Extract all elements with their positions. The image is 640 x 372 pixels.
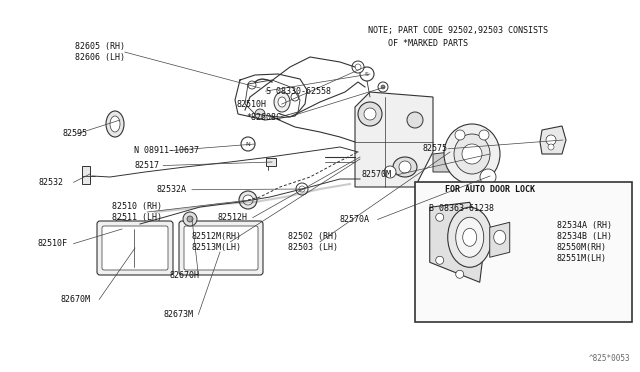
Ellipse shape: [378, 82, 388, 92]
Polygon shape: [490, 222, 509, 257]
Ellipse shape: [463, 228, 477, 246]
Ellipse shape: [399, 161, 411, 173]
Text: ^825*0053: ^825*0053: [589, 354, 630, 363]
Ellipse shape: [117, 223, 127, 235]
Text: 82595: 82595: [63, 129, 88, 138]
Ellipse shape: [106, 111, 124, 137]
Text: 82512M(RH): 82512M(RH): [192, 232, 242, 241]
Text: 82532A: 82532A: [157, 185, 187, 194]
Ellipse shape: [239, 191, 257, 209]
Ellipse shape: [296, 183, 308, 195]
Ellipse shape: [384, 166, 396, 178]
Ellipse shape: [187, 216, 193, 222]
Text: 82513M(LH): 82513M(LH): [192, 243, 242, 252]
Ellipse shape: [381, 85, 385, 89]
Text: 82570M: 82570M: [362, 170, 392, 179]
Polygon shape: [433, 152, 450, 172]
Ellipse shape: [462, 144, 482, 164]
Polygon shape: [108, 219, 138, 242]
Text: 82570A: 82570A: [339, 215, 369, 224]
Ellipse shape: [241, 137, 255, 151]
Ellipse shape: [364, 108, 376, 120]
Text: 82550M(RH): 82550M(RH): [557, 243, 607, 252]
FancyBboxPatch shape: [179, 221, 263, 275]
Bar: [415, 182, 632, 322]
Text: 82517: 82517: [134, 161, 159, 170]
Text: 82673M: 82673M: [163, 310, 193, 319]
Ellipse shape: [243, 195, 253, 205]
Ellipse shape: [448, 207, 492, 267]
Ellipse shape: [455, 130, 465, 140]
Ellipse shape: [407, 112, 423, 128]
Ellipse shape: [493, 230, 506, 244]
Ellipse shape: [456, 270, 464, 278]
Ellipse shape: [480, 169, 496, 185]
Ellipse shape: [393, 157, 417, 177]
Bar: [266, 158, 276, 166]
Polygon shape: [355, 92, 433, 187]
Polygon shape: [540, 126, 566, 154]
Ellipse shape: [274, 92, 290, 112]
Ellipse shape: [355, 64, 361, 70]
Text: 82551M(LH): 82551M(LH): [557, 254, 607, 263]
Text: B 08363-61238: B 08363-61238: [429, 204, 494, 213]
Ellipse shape: [110, 116, 120, 132]
Ellipse shape: [183, 212, 197, 226]
Ellipse shape: [291, 93, 299, 101]
Text: 82512H: 82512H: [218, 213, 248, 222]
Ellipse shape: [444, 124, 500, 184]
Text: 82503 (LH): 82503 (LH): [288, 243, 338, 252]
Text: 82510 (RH): 82510 (RH): [112, 202, 162, 211]
Text: S: S: [365, 71, 369, 77]
Text: N 08911-10637: N 08911-10637: [134, 146, 200, 155]
Ellipse shape: [436, 256, 444, 264]
Text: 82511 (LH): 82511 (LH): [112, 213, 162, 222]
Text: *82608C: *82608C: [246, 113, 282, 122]
Ellipse shape: [255, 109, 265, 119]
Ellipse shape: [358, 102, 382, 126]
Text: NOTE; PART CODE 92502,92503 CONSISTS
    OF *MARKED PARTS: NOTE; PART CODE 92502,92503 CONSISTS OF …: [368, 26, 548, 48]
Text: N: N: [246, 141, 250, 147]
Polygon shape: [429, 202, 484, 282]
FancyBboxPatch shape: [97, 221, 173, 275]
Ellipse shape: [436, 213, 444, 221]
Text: 82534B (LH): 82534B (LH): [557, 232, 612, 241]
Ellipse shape: [479, 130, 489, 140]
Text: 82532: 82532: [38, 178, 63, 187]
Ellipse shape: [456, 217, 484, 257]
Text: 82502 (RH): 82502 (RH): [288, 232, 338, 241]
Text: 82510F: 82510F: [37, 239, 67, 248]
Text: 82670M: 82670M: [61, 295, 91, 304]
Text: 82534A (RH): 82534A (RH): [557, 221, 612, 230]
Ellipse shape: [352, 61, 364, 73]
FancyBboxPatch shape: [102, 226, 168, 270]
Text: 82510H: 82510H: [237, 100, 267, 109]
Text: 82605 (RH): 82605 (RH): [75, 42, 125, 51]
Text: S 08330-62558: S 08330-62558: [266, 87, 331, 96]
FancyBboxPatch shape: [184, 226, 258, 270]
Ellipse shape: [454, 134, 490, 174]
Ellipse shape: [299, 186, 305, 192]
Ellipse shape: [548, 144, 554, 150]
Text: 82575: 82575: [422, 144, 447, 153]
Ellipse shape: [360, 67, 374, 81]
Bar: [82, 166, 90, 184]
Ellipse shape: [248, 81, 256, 89]
Text: FOR AUTO DOOR LOCK: FOR AUTO DOOR LOCK: [445, 185, 535, 194]
Ellipse shape: [546, 135, 556, 145]
Text: 82606 (LH): 82606 (LH): [75, 53, 125, 62]
Text: 82670H: 82670H: [170, 271, 200, 280]
Ellipse shape: [278, 97, 286, 107]
